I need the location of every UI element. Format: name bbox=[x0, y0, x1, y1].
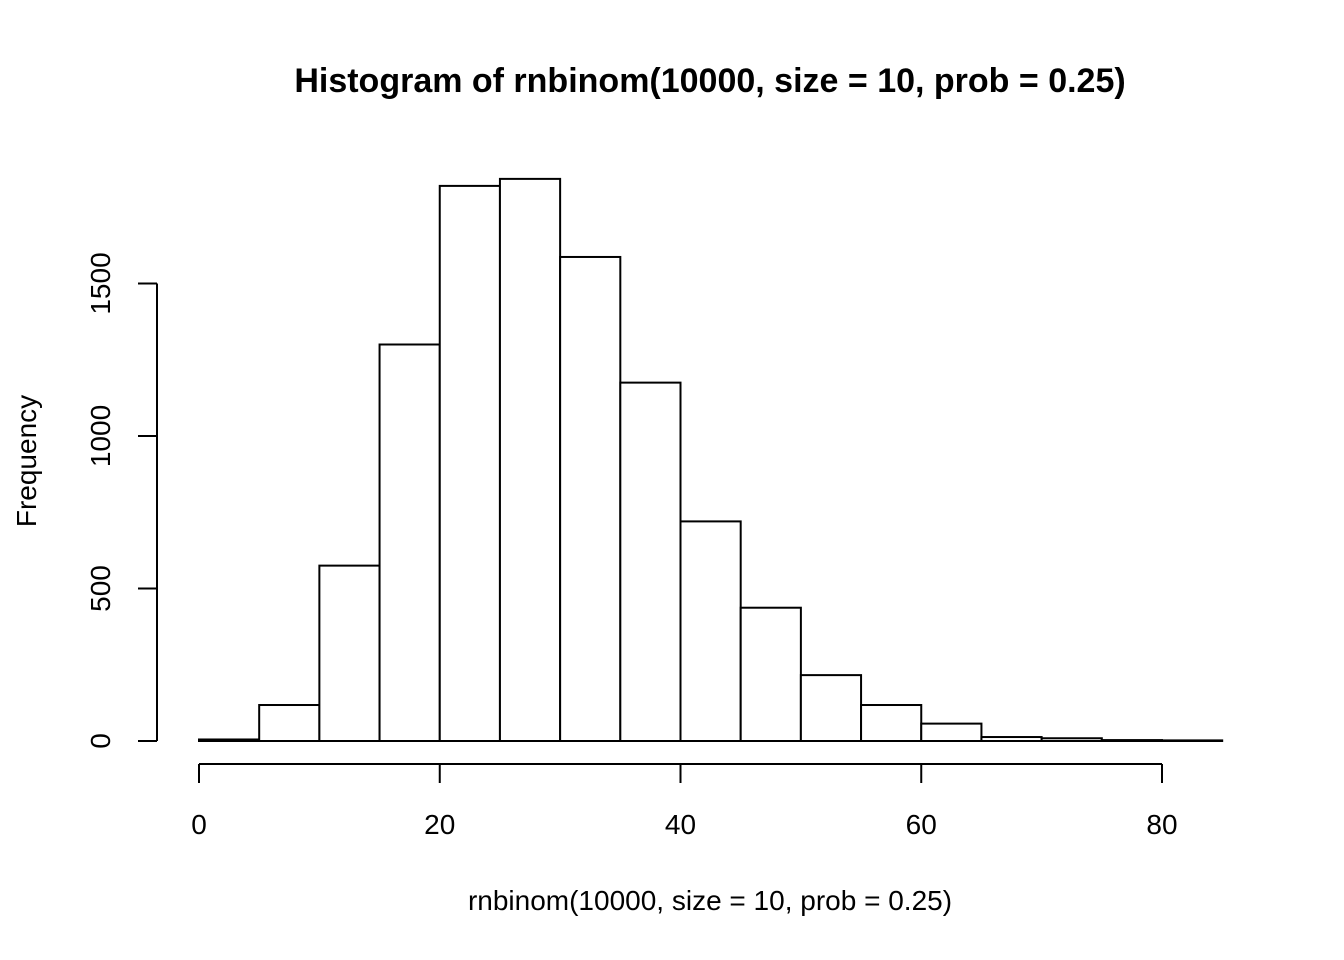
y-tick-label-500: 500 bbox=[85, 565, 116, 612]
y-axis: 0 500 1000 1500 bbox=[85, 252, 158, 749]
x-axis: 0 20 40 60 80 bbox=[191, 763, 1178, 840]
y-tick-label-1500: 1500 bbox=[85, 252, 116, 314]
x-tick-label-0: 0 bbox=[191, 809, 207, 840]
histogram-bar-70-75 bbox=[1040, 737, 1103, 743]
histogram-bar-75-80 bbox=[1100, 739, 1163, 743]
histogram-bar-40-45 bbox=[679, 520, 742, 743]
histogram-bar-80-85 bbox=[1161, 739, 1224, 743]
histogram-bar-45-50 bbox=[739, 606, 802, 743]
x-tick-label-60: 60 bbox=[906, 809, 937, 840]
histogram-bar-65-70 bbox=[980, 736, 1043, 742]
histogram-bar-30-35 bbox=[559, 255, 622, 742]
histogram-bar-10-15 bbox=[318, 564, 381, 742]
y-tick-label-1000: 1000 bbox=[85, 405, 116, 467]
y-axis-label: Frequency bbox=[11, 395, 42, 527]
x-tick-label-80: 80 bbox=[1146, 809, 1177, 840]
histogram-bar-15-20 bbox=[378, 343, 441, 742]
chart-title: Histogram of rnbinom(10000, size = 10, p… bbox=[294, 62, 1125, 100]
x-tick-label-20: 20 bbox=[424, 809, 455, 840]
histogram-bar-35-40 bbox=[619, 381, 682, 742]
x-tick-label-40: 40 bbox=[665, 809, 696, 840]
x-axis-label: rnbinom(10000, size = 10, prob = 0.25) bbox=[468, 885, 952, 916]
histogram-bar-20-25 bbox=[438, 184, 501, 742]
histogram-bar-0-5 bbox=[198, 738, 261, 742]
histogram-bar-5-10 bbox=[258, 704, 321, 743]
histogram-bar-50-55 bbox=[799, 674, 863, 742]
histogram-bars bbox=[198, 177, 1224, 743]
y-tick-label-0: 0 bbox=[85, 733, 116, 749]
histogram-bar-55-60 bbox=[860, 704, 923, 743]
histogram-bar-60-65 bbox=[920, 722, 983, 742]
histogram-bar-25-30 bbox=[498, 177, 562, 742]
